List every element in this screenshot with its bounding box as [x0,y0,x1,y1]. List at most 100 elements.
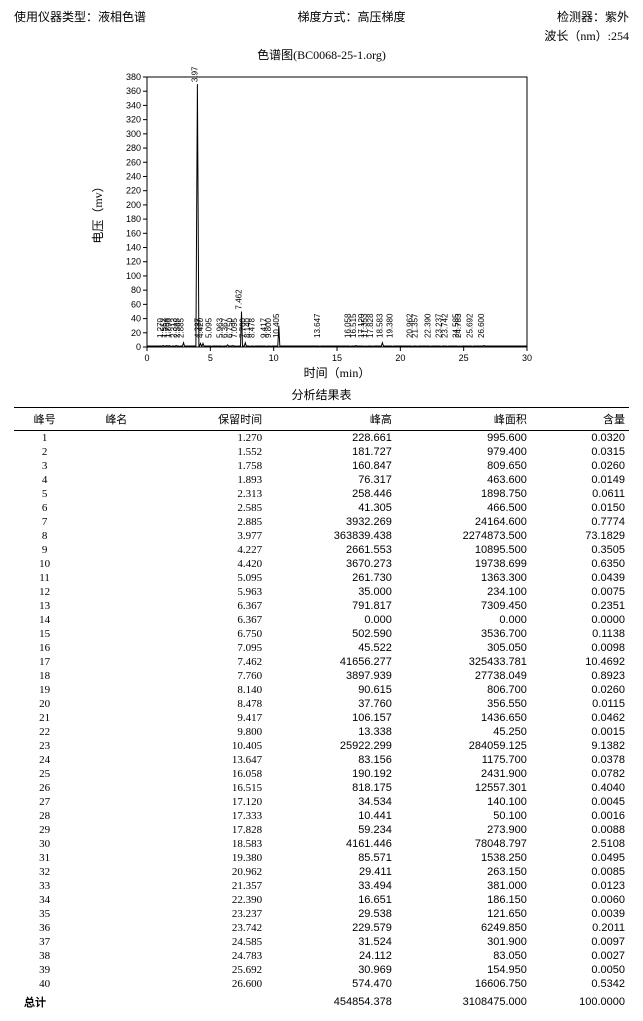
table-row: 3321.35733.494381.0000.0123 [14,879,629,893]
cell [75,473,157,487]
cell: 37.760 [266,697,396,711]
table-row: 2616.515818.17512557.3010.4040 [14,781,629,795]
cell: 10.405 [157,739,266,753]
cell: 6249.850 [396,921,531,935]
cell [75,753,157,767]
cell: 0.0123 [531,879,629,893]
cell: 0.0039 [531,907,629,921]
cell: 261.730 [266,571,396,585]
cell: 40 [14,977,75,991]
cell: 0.0495 [531,851,629,865]
table-row: 41.89376.317463.6000.0149 [14,473,629,487]
cell: 10.441 [266,809,396,823]
cell: 27738.049 [396,669,531,683]
table-title: 分析结果表 [14,386,629,403]
cell: 9.417 [157,711,266,725]
results-table: 峰号 峰名 保留时间 峰高 峰面积 含量 11.270228.661995.60… [14,407,629,1013]
cell: 0.0782 [531,767,629,781]
cell: 154.950 [396,963,531,977]
cell: 13 [14,599,75,613]
cell: 7.462 [157,655,266,669]
table-row: 3220.96229.411263.1500.0085 [14,865,629,879]
cell: 0.7774 [531,515,629,529]
cell: 5 [14,487,75,501]
cell: 38 [14,949,75,963]
cell [75,879,157,893]
cell: 26 [14,781,75,795]
cell [75,907,157,921]
table-row: 187.7603897.93927738.0490.8923 [14,669,629,683]
cell: 0.8923 [531,669,629,683]
table-row: 104.4203670.27319738.6990.6350 [14,557,629,571]
cell: 0.0378 [531,753,629,767]
cell: 0.0016 [531,809,629,823]
cell: 15 [14,627,75,641]
cell: 19738.699 [396,557,531,571]
cell: 16 [14,641,75,655]
table-row: 62.58541.305466.5000.0150 [14,501,629,515]
cell: 2.885 [157,515,266,529]
cell: 33.494 [266,879,396,893]
table-row: 219.417106.1571436.6500.0462 [14,711,629,725]
chromatogram-chart: 0204060801001201401601802002202402602803… [82,67,562,382]
col-header-peak-no: 峰号 [14,408,75,431]
cell [75,487,157,501]
cell: 35 [14,907,75,921]
table-row: 3018.5834161.44678048.7972.5108 [14,837,629,851]
cell: 23 [14,739,75,753]
cell: 160.847 [266,459,396,473]
cell [75,963,157,977]
svg-text:160: 160 [125,228,140,238]
cell [75,795,157,809]
cell: 22.390 [157,893,266,907]
table-row: 3523.23729.538121.6500.0039 [14,907,629,921]
instrument-type: 使用仪器类型：液相色谱 [14,8,146,25]
table-row: 31.758160.847809.6500.0260 [14,459,629,473]
svg-text:360: 360 [125,86,140,96]
cell: 17.828 [157,823,266,837]
cell: 6.750 [157,627,266,641]
cell: 2.585 [157,501,266,515]
table-row: 167.09545.522305.0500.0098 [14,641,629,655]
cell: 24164.600 [396,515,531,529]
cell: 27 [14,795,75,809]
cell: 6.367 [157,613,266,627]
table-total: 总计 454854.378 3108475.000 100.0000 [14,991,629,1013]
cell: 3 [14,459,75,473]
cell: 1363.300 [396,571,531,585]
cell [75,851,157,865]
cell: 0.000 [396,613,531,627]
cell: 301.900 [396,935,531,949]
total-pct: 100.0000 [531,991,629,1013]
cell: 0.0060 [531,893,629,907]
cell: 4.227 [157,543,266,557]
cell [75,823,157,837]
cell: 1.758 [157,459,266,473]
total-label: 总计 [14,991,157,1013]
table-row: 125.96335.000234.1000.0075 [14,585,629,599]
cell: 0.1138 [531,627,629,641]
instrument-value: 液相色谱 [98,10,146,24]
svg-text:280: 280 [125,143,140,153]
detector-label: 检测器： [557,10,605,24]
chart-title: 色谱图(BC0068-25-1.org) [14,46,629,63]
cell: 4161.446 [266,837,396,851]
col-header-content: 含量 [531,408,629,431]
cell: 186.150 [396,893,531,907]
cell: 0.5342 [531,977,629,991]
svg-text:10: 10 [268,353,278,363]
cell: 10.4692 [531,655,629,669]
cell: 4.420 [157,557,266,571]
cell: 59.234 [266,823,396,837]
cell: 284059.125 [396,739,531,753]
cell: 2.313 [157,487,266,501]
cell: 979.400 [396,445,531,459]
table-row: 11.270228.661995.6000.0320 [14,431,629,446]
svg-text:23.742: 23.742 [440,313,449,338]
table-row: 229.80013.33845.2500.0015 [14,725,629,739]
svg-text:180: 180 [125,214,140,224]
svg-text:380: 380 [125,72,140,82]
cell: 1898.750 [396,487,531,501]
table-body: 11.270228.661995.6000.032021.552181.7279… [14,431,629,992]
svg-text:120: 120 [125,257,140,267]
